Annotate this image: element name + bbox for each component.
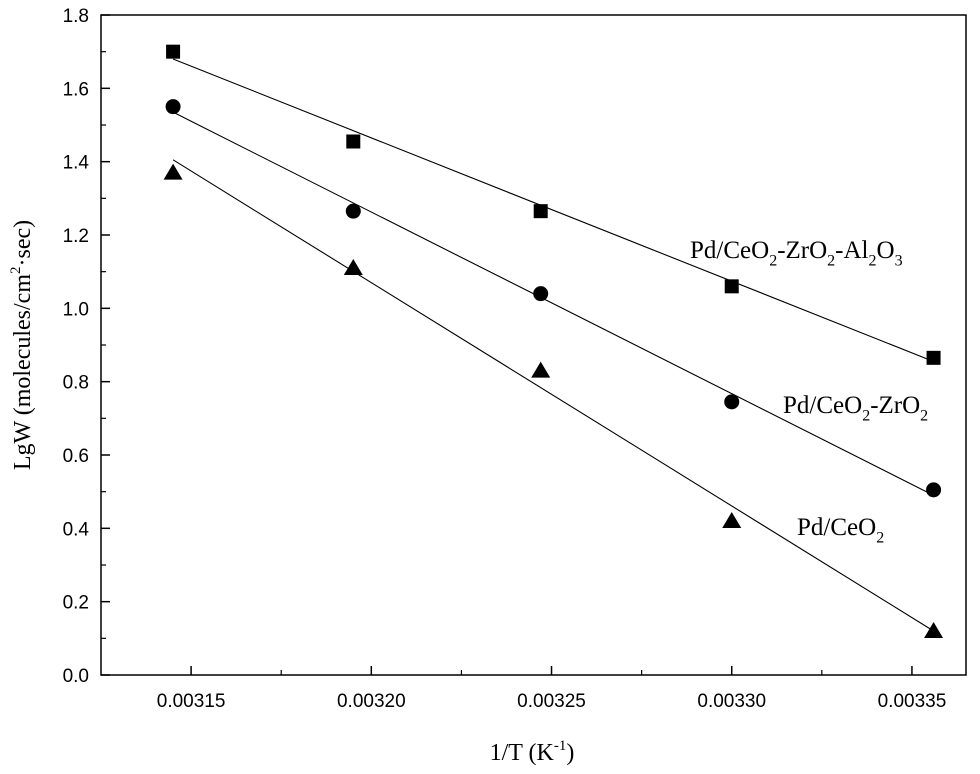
x-tick-label: 0.00320 — [337, 691, 406, 712]
square-point — [724, 279, 739, 294]
y-tick-label: 0.8 — [63, 373, 89, 394]
y-tick-label: 0.0 — [63, 666, 89, 687]
y-tick-label: 0.4 — [63, 519, 90, 540]
fit-line-pd-ceo2-zro2-al2o3 — [172, 58, 934, 363]
triangle-point — [531, 361, 551, 378]
x-axis-label: 1/T (K-1​) — [490, 738, 575, 766]
plot-frame — [100, 14, 967, 676]
y-tick-label: 0.6 — [63, 446, 89, 467]
y-tick-label: 0.2 — [63, 593, 89, 614]
circle-point — [533, 286, 549, 302]
x-tick-label: 0.00315 — [157, 691, 226, 712]
data-points — [163, 44, 944, 638]
y-tick-label: 1.8 — [63, 6, 89, 27]
x-tick-label: 0.00335 — [878, 691, 947, 712]
x-tick-label: 0.00330 — [697, 691, 766, 712]
y-axis-label: LgW (molecules/cm2​·sec) — [8, 220, 36, 470]
y-tick-label: 1.2 — [63, 226, 89, 247]
series-label-pd-ceo2-zro2-al2o3: Pd/CeO2​-ZrO2​-Al2​O3​ — [690, 237, 903, 270]
circle-point — [345, 203, 361, 219]
triangle-point — [163, 163, 183, 180]
circle-point — [165, 99, 181, 115]
triangle-point — [924, 622, 944, 638]
triangle-point — [722, 512, 742, 528]
series-label-pd-ceo2-zro2: Pd/CeO2​-ZrO2​ — [783, 392, 928, 425]
square-point — [926, 350, 941, 365]
fit-line-pd-ceo2 — [172, 159, 934, 632]
triangle-point — [343, 259, 363, 275]
square-point — [533, 204, 548, 219]
circle-point — [724, 394, 740, 410]
circle-point — [926, 482, 942, 498]
square-point — [166, 44, 181, 59]
y-tick-label: 1.6 — [63, 79, 89, 100]
y-tick-label: 1.0 — [63, 299, 89, 320]
series-label-pd-ceo2: Pd/CeO2​ — [797, 514, 884, 547]
x-tick-label: 0.00325 — [517, 691, 586, 712]
fit-line-pd-ceo2-zro2 — [172, 111, 934, 496]
fit-lines — [172, 58, 934, 632]
y-tick-label: 1.4 — [63, 153, 90, 174]
axis-ticks: 0.0 0.2 0.4 0.6 0.8 1.0 1.2 1.4 1.6 1.8 0.00315 0.0… — [63, 6, 947, 712]
square-point — [346, 134, 361, 149]
